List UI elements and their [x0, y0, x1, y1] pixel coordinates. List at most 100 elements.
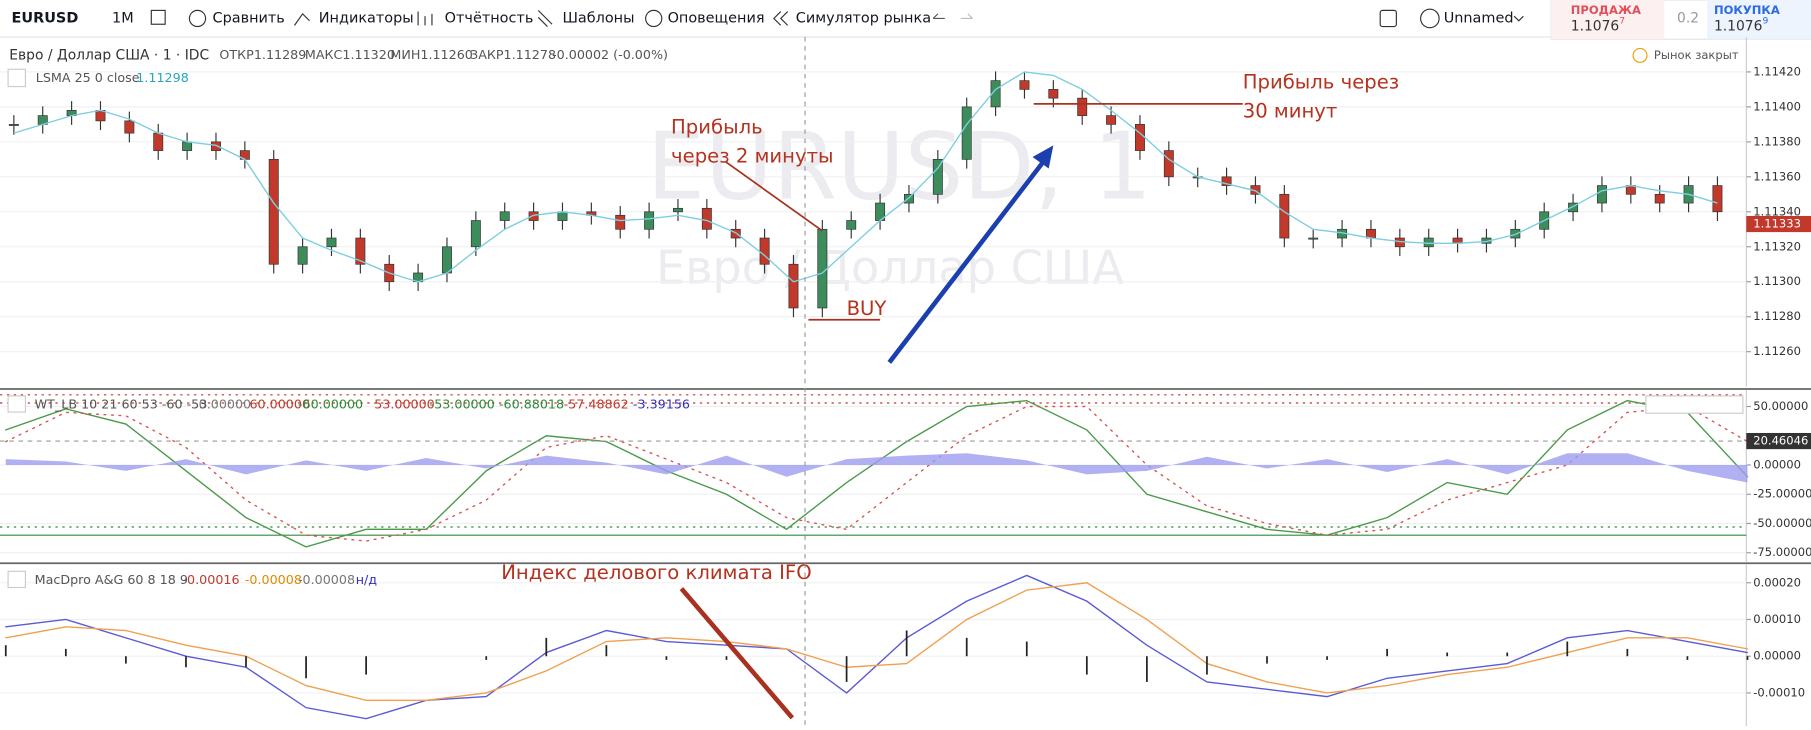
histogram-area: [5, 453, 1748, 483]
candle: [990, 80, 1001, 108]
last-price-label: 1.11333: [1753, 217, 1801, 231]
chart-style-icon[interactable]: [150, 9, 166, 25]
candle: [124, 120, 135, 134]
candle: [1106, 115, 1117, 125]
candle: [673, 207, 683, 213]
alerts[interactable]: Оповещения: [668, 10, 765, 26]
indicators-icon[interactable]: [294, 12, 310, 26]
close: ЗАКР1.11278: [470, 47, 556, 62]
y-tick-label: -75.00000: [1753, 545, 1811, 559]
lsma-line: [13, 71, 1718, 283]
fullscreen[interactable]: [1379, 9, 1397, 28]
candle: [1365, 228, 1376, 239]
replay[interactable]: Симулятор рынка: [796, 10, 931, 26]
candle: [470, 220, 481, 248]
reports[interactable]: Отчётность: [445, 10, 534, 26]
layout-name[interactable]: Unnamed: [1444, 10, 1514, 26]
candle: [211, 141, 221, 151]
candle: [1077, 97, 1088, 116]
lsma-label: LSMA 25 0 close: [36, 70, 140, 85]
pane-controls[interactable]: [1645, 395, 1744, 414]
annotation: через 2 минуты: [671, 144, 833, 167]
templates-icon[interactable]: [537, 9, 553, 27]
indicators[interactable]: Индикаторы: [319, 10, 414, 26]
undo[interactable]: [932, 13, 945, 20]
candle: [442, 246, 452, 274]
legend-value: -3.39156: [633, 397, 690, 412]
candle: [557, 211, 568, 221]
replay-icon[interactable]: [773, 11, 789, 26]
symbol[interactable]: EURUSD: [12, 10, 79, 26]
toolbar: EURUSD 1М Сравнить Индикаторы Отчётность…: [0, 0, 1811, 40]
cursor-tag: [1746, 432, 1811, 450]
candle: [297, 246, 308, 265]
collapse-button[interactable]: [7, 68, 26, 88]
candle: [355, 237, 366, 265]
wt2-line: [5, 405, 1749, 542]
candle: [8, 124, 19, 126]
candle: [1510, 228, 1521, 239]
legend-value: -0.00008: [245, 572, 302, 587]
layout-dropdown[interactable]: [1513, 15, 1524, 22]
status-icon: [1632, 47, 1648, 63]
legend-value: -53.00000: [430, 397, 495, 412]
candle: [268, 158, 279, 265]
buy-box[interactable]: [1707, 0, 1811, 40]
wt-label: WT_LB 10 21 60 53 -60 -53: [35, 397, 208, 412]
candle: [788, 263, 799, 309]
legend-value: -0.00008: [298, 572, 355, 587]
y-tick-label: 50.00000: [1753, 399, 1808, 413]
high: МАКС1.11320: [305, 47, 395, 62]
legend-value: -0.00016: [182, 572, 239, 587]
watermark-name: Евро / Доллар США: [656, 241, 1124, 295]
annotation-line: [724, 160, 823, 232]
candle: [1221, 176, 1232, 186]
candle: [528, 211, 539, 221]
candle: [1279, 193, 1290, 239]
y-tick-label: 1.11340: [1753, 204, 1801, 218]
reports-icon[interactable]: [417, 11, 433, 26]
candle: [932, 158, 943, 195]
sell-price: 1.1076: [1571, 19, 1619, 35]
candle: [1134, 124, 1145, 151]
lsma-value: 1.11298: [136, 70, 188, 85]
market-status: Рынок закрыт: [1654, 48, 1739, 62]
open: ОТКР1.11289: [219, 47, 306, 62]
compare-icon[interactable]: [188, 9, 207, 28]
y-tick-label: 1.11360: [1753, 169, 1801, 183]
y-tick-label: 1.11420: [1753, 64, 1801, 78]
redo[interactable]: [960, 13, 973, 20]
candle: [182, 141, 193, 151]
layout-icon[interactable]: [1420, 8, 1440, 29]
collapse-button[interactable]: [7, 570, 26, 589]
candle: [1654, 193, 1665, 204]
collapse-button[interactable]: [7, 395, 26, 413]
annotation: 30 минут: [1243, 99, 1338, 122]
candle: [961, 106, 972, 160]
annotation: Прибыль: [671, 116, 763, 139]
candle: [1308, 237, 1319, 240]
candle: [499, 211, 510, 221]
signal-line: [5, 582, 1749, 701]
candle: [1625, 185, 1636, 195]
interval[interactable]: 1М: [112, 10, 134, 26]
y-tick-label: 1.11320: [1753, 239, 1801, 253]
legend-value: -57.48862: [564, 397, 629, 412]
candle: [1163, 150, 1174, 178]
y-tick-label: 0.00010: [1753, 612, 1801, 626]
low: МИН1.11260: [390, 47, 472, 62]
candle: [701, 207, 712, 230]
sell-box[interactable]: [1551, 0, 1665, 40]
candle: [1048, 89, 1059, 99]
compare[interactable]: Сравнить: [213, 10, 285, 26]
change: -0.00002 (-0.00%): [552, 47, 668, 62]
cursor-label: 20.46046: [1753, 434, 1808, 448]
candle: [1568, 202, 1579, 213]
buy-price: 1.1076: [1714, 19, 1762, 35]
alerts-icon[interactable]: [645, 9, 663, 28]
y-tick-label: 1.11280: [1753, 309, 1801, 323]
buy-pip: 9: [1762, 15, 1768, 26]
templates[interactable]: Шаблоны: [562, 10, 634, 26]
annotation: Индекс делового климата IFO: [501, 561, 811, 584]
